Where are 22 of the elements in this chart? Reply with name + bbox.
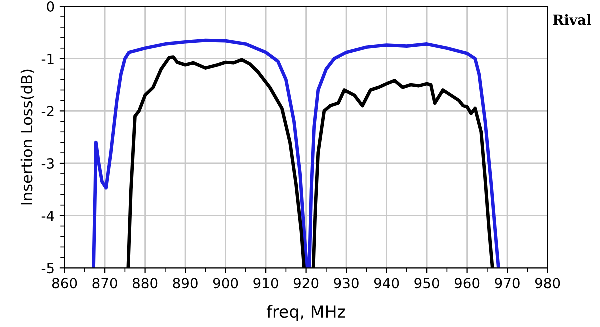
x-tick-label: 930 (334, 278, 359, 289)
y-axis-title: Insertion Loss(dB) (20, 70, 35, 205)
x-axis-title: freq, MHz (266, 305, 346, 322)
x-tick-label: 940 (374, 278, 400, 289)
x-tick-label: 970 (495, 278, 520, 289)
y-tick-label: -5 (42, 263, 54, 274)
x-tick-label: 980 (535, 278, 560, 289)
x-tick-label: 900 (213, 278, 238, 289)
x-tick-label: 920 (294, 278, 319, 289)
y-tick-label: -2 (42, 106, 54, 116)
x-tick-label: 860 (52, 278, 78, 289)
x-tick-label: 880 (132, 278, 158, 289)
text: Rival (553, 14, 592, 26)
y-tick-label: -1 (42, 54, 54, 64)
x-tick-label: 910 (254, 278, 278, 289)
x-tick-label: 960 (454, 278, 480, 289)
x-tick-label: 890 (173, 278, 198, 289)
y-tick-label: -3 (42, 158, 54, 169)
x-tick-label: 950 (414, 278, 440, 289)
x-tick-label: 870 (92, 278, 118, 289)
y-tick-label: -4 (42, 210, 54, 222)
y-tick-label: 0 (47, 2, 54, 12)
